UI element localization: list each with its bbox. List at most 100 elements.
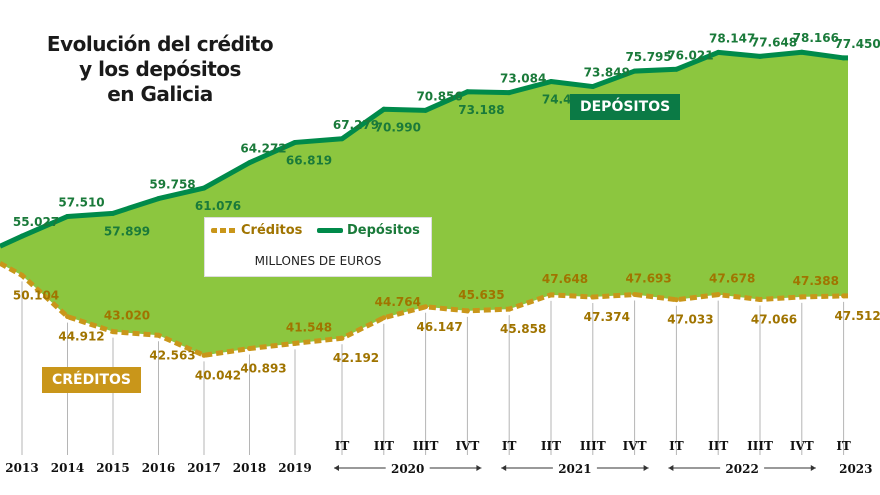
value-label-creditos: 40.893 xyxy=(240,362,286,376)
point-depositos xyxy=(247,160,252,166)
value-label-depositos: 73.084 xyxy=(500,72,546,86)
legend-swatch-creditos xyxy=(211,228,237,233)
value-label-depositos: 73.849 xyxy=(584,66,630,80)
point-depositos xyxy=(506,90,512,96)
point-depositos xyxy=(590,84,596,90)
point-creditos xyxy=(423,304,429,310)
x-tick-label: IIIT xyxy=(413,439,439,453)
point-depositos xyxy=(673,66,679,72)
value-label-depositos: 77.450 xyxy=(834,37,880,51)
chart-area-band xyxy=(0,52,848,356)
value-label-creditos: 47.374 xyxy=(584,310,630,324)
series-line-depositos xyxy=(0,49,848,249)
series-tag-creditos: CRÉDITOS xyxy=(42,367,141,393)
value-label-depositos: 78.166 xyxy=(793,31,839,45)
legend-item-depositos: Depósitos xyxy=(317,223,420,238)
value-label-creditos: 47.388 xyxy=(793,274,839,288)
value-label-creditos: 47.693 xyxy=(625,271,671,285)
legend-label-creditos: Créditos xyxy=(241,223,303,238)
legend-swatch-depositos xyxy=(317,228,343,233)
x-tick-label: IIT xyxy=(541,439,561,453)
x-tick-label: 2016 xyxy=(142,461,175,475)
value-label-creditos: 47.648 xyxy=(542,272,588,286)
value-label-depositos: 76.021 xyxy=(667,48,713,62)
value-label-depositos: 67.279 xyxy=(333,118,379,132)
year-group-label: 2022 xyxy=(725,462,758,476)
value-label-creditos: 42.192 xyxy=(333,351,379,365)
title-line-1: Evolución del crédito xyxy=(46,32,274,56)
x-tick-label: IVT xyxy=(455,439,479,453)
point-creditos xyxy=(590,294,596,300)
value-label-creditos: 44.912 xyxy=(58,330,104,344)
value-label-depositos: 55.027 xyxy=(13,215,59,229)
point-depositos xyxy=(548,79,554,85)
series-tag-depositos: DEPÓSITOS xyxy=(570,94,681,120)
point-creditos xyxy=(757,296,763,302)
x-tick-label: 2018 xyxy=(233,461,266,475)
point-depositos xyxy=(632,68,638,74)
point-creditos xyxy=(201,352,207,358)
bracket-arrow-left xyxy=(334,465,339,471)
x-tick-label: 2015 xyxy=(96,461,129,475)
point-creditos xyxy=(715,292,721,298)
x-tick-label: IT xyxy=(836,439,851,453)
x-tick-label: IT xyxy=(335,439,350,453)
point-depositos xyxy=(110,210,116,216)
value-label-creditos: 50.104 xyxy=(13,288,59,302)
year-group-bg xyxy=(385,460,430,476)
point-creditos xyxy=(156,332,161,338)
value-label-depositos: 57.510 xyxy=(58,195,104,209)
value-label-creditos: 47.033 xyxy=(667,313,713,327)
value-label-depositos: 77.648 xyxy=(751,35,797,49)
year-group-bg xyxy=(720,460,765,476)
point-depositos xyxy=(339,136,345,142)
point-depositos xyxy=(841,55,847,61)
point-depositos xyxy=(757,53,763,59)
value-label-creditos: 42.563 xyxy=(149,348,195,362)
point-depositos xyxy=(799,49,805,55)
year-group-bg xyxy=(833,460,878,476)
x-tick-label: IT xyxy=(502,439,517,453)
x-tick-label: IIT xyxy=(708,439,728,453)
value-label-depositos: 59.758 xyxy=(149,178,195,192)
x-tick-label: 2014 xyxy=(51,461,84,475)
point-creditos xyxy=(632,291,638,297)
point-depositos xyxy=(464,89,470,95)
legend: Créditos Depósitos MILLONES DE EUROS xyxy=(204,217,432,277)
x-tick-label: IT xyxy=(669,439,684,453)
value-label-creditos: 47.066 xyxy=(751,312,797,326)
point-creditos xyxy=(381,315,387,321)
value-label-creditos: 46.147 xyxy=(416,320,462,334)
year-group-label: 2021 xyxy=(558,462,591,476)
units-label: MILLONES DE EUROS xyxy=(254,254,382,268)
point-creditos xyxy=(548,292,554,298)
point-creditos xyxy=(506,306,512,312)
x-tick-label: IVT xyxy=(623,439,647,453)
point-depositos xyxy=(65,213,70,219)
point-creditos xyxy=(841,293,847,299)
value-label-depositos: 61.076 xyxy=(195,199,241,213)
year-group-label: 2020 xyxy=(391,462,424,476)
bracket-arrow-right xyxy=(643,465,649,471)
x-tick-label: 2017 xyxy=(187,461,220,475)
x-tick-label: IVT xyxy=(790,439,814,453)
legend-item-creditos: Créditos xyxy=(211,223,302,238)
point-depositos xyxy=(715,49,721,55)
value-label-depositos: 70.856 xyxy=(416,89,462,103)
x-tick-label: IIT xyxy=(374,439,394,453)
value-label-depositos: 70.990 xyxy=(375,120,421,134)
point-depositos xyxy=(201,185,207,191)
value-label-creditos: 45.635 xyxy=(458,288,504,302)
bracket-arrow-left xyxy=(501,465,507,471)
point-creditos xyxy=(799,294,805,300)
value-label-creditos: 45.858 xyxy=(500,322,546,336)
year-group-label: 2023 xyxy=(839,462,872,476)
value-label-depositos: 75.795 xyxy=(625,50,671,64)
year-group-bg xyxy=(552,460,597,476)
value-label-depositos: 57.899 xyxy=(104,224,150,238)
x-tick-label: 2019 xyxy=(278,461,311,475)
value-label-creditos: 40.042 xyxy=(195,368,241,382)
title-line-3: en Galicia xyxy=(107,82,213,106)
point-depositos xyxy=(156,196,161,202)
